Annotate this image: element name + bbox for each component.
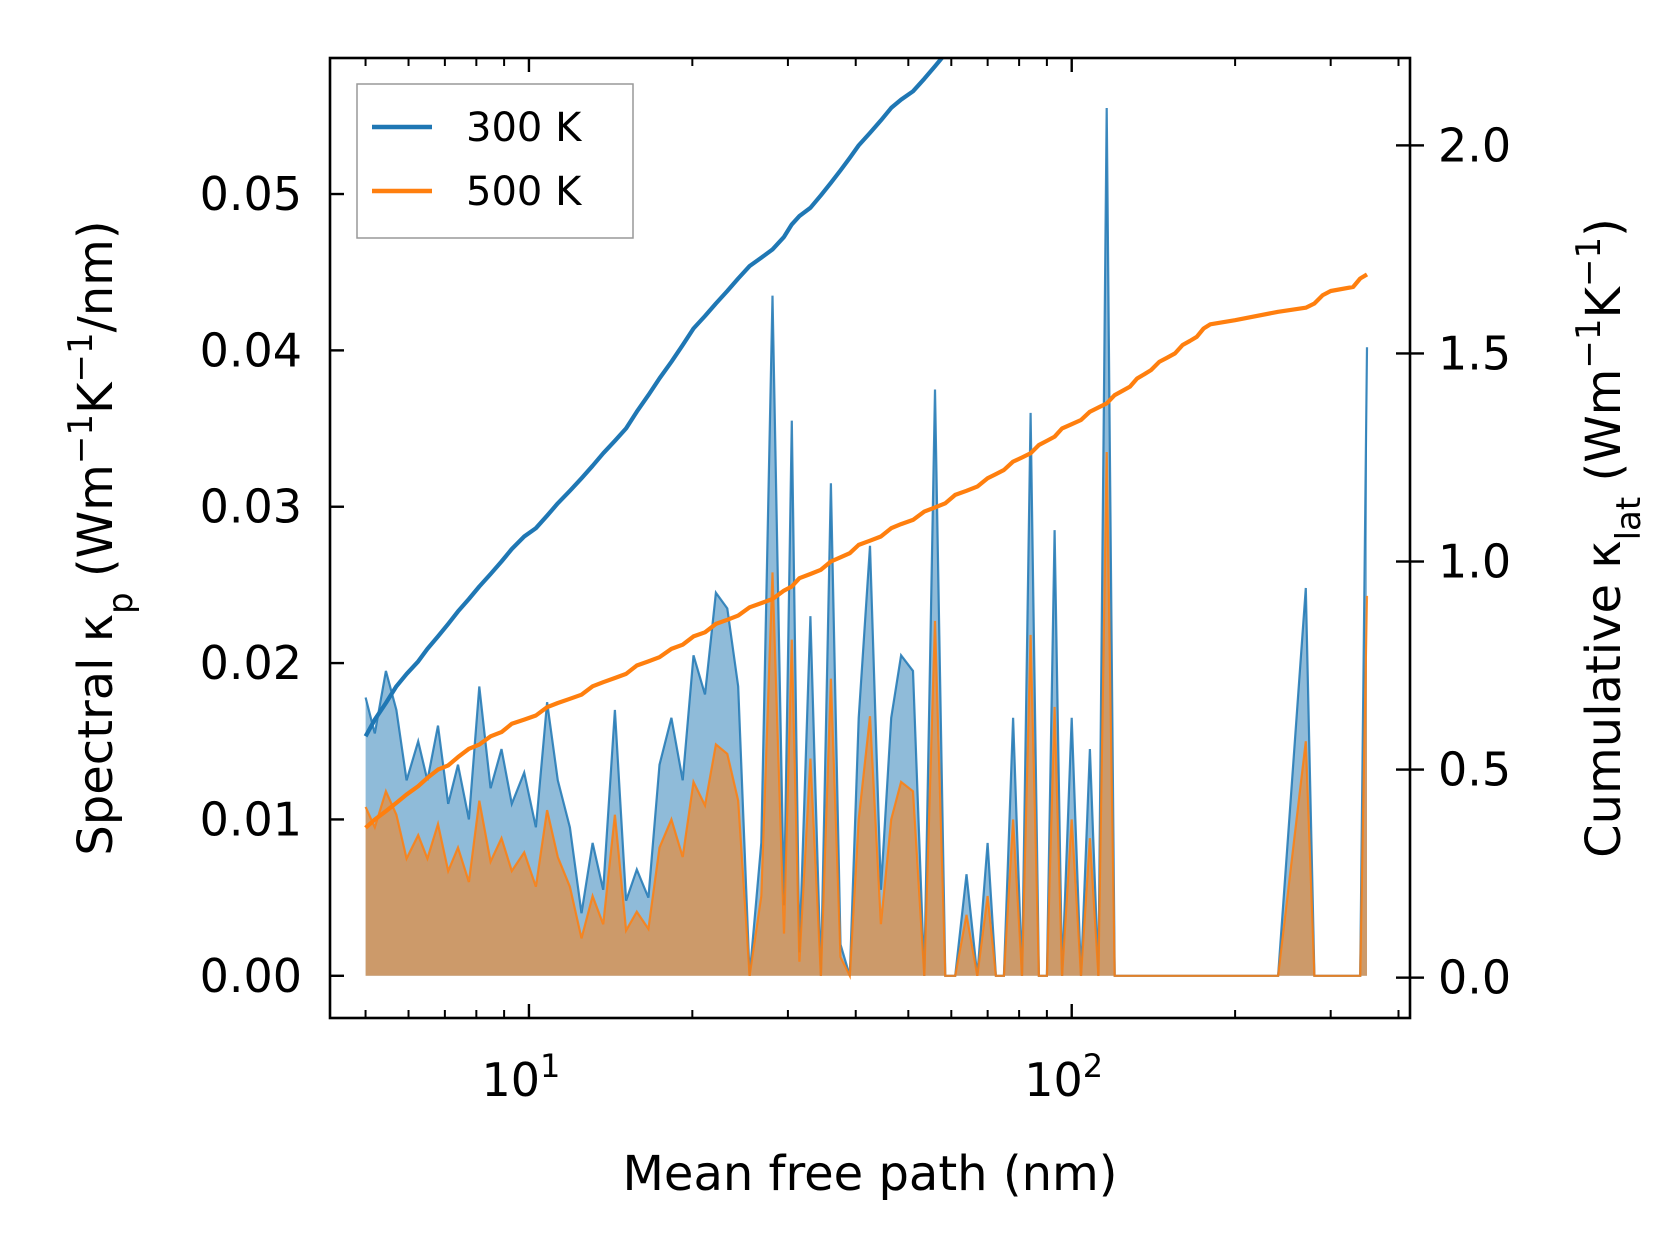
y-right-tick-label: 2.0	[1438, 118, 1511, 172]
plot-frame	[328, 56, 1412, 1020]
y-left-tick-label: 0.05	[200, 167, 302, 221]
cumulative-line-500k	[364, 272, 1369, 830]
legend-box	[356, 83, 634, 239]
x-tick-label: 102	[1024, 1047, 1103, 1107]
y-axis-left: 0.00 0.01 0.02 0.03 0.04 0.05	[200, 167, 344, 1003]
legend-label-500k: 500 K	[466, 169, 583, 215]
legend: 300 K 500 K	[356, 83, 634, 239]
spectral-area-500k	[365, 452, 1368, 976]
cumulative-line-300k	[363, 58, 945, 738]
spectral-area-300k	[365, 108, 1368, 976]
spectral-line-500k	[364, 451, 1369, 981]
y-right-tick-label: 1.0	[1438, 535, 1511, 589]
y-left-tick-label: 0.03	[200, 480, 302, 534]
y-left-tick-label: 0.02	[200, 636, 302, 690]
y-axis-right: 0.0 0.5 1.0 1.5 2.0	[1396, 118, 1511, 1005]
x-tick-label: 101	[481, 1047, 560, 1107]
legend-label-300k: 300 K	[466, 105, 583, 151]
y-right-tick-label: 0.0	[1438, 951, 1511, 1005]
y-left-tick-label: 0.01	[200, 792, 302, 846]
y-left-tick-label: 0.04	[200, 323, 302, 377]
y-left-tick-label: 0.00	[200, 949, 302, 1003]
x-axis-label: Mean free path (nm)	[623, 1146, 1118, 1202]
y-right-tick-label: 0.5	[1438, 743, 1511, 797]
cumulative-lines	[363, 58, 1369, 830]
y-right-tick-label: 1.5	[1438, 326, 1511, 380]
spectral-fills	[364, 107, 1369, 981]
x-axis: 101 102	[364, 58, 1400, 1107]
